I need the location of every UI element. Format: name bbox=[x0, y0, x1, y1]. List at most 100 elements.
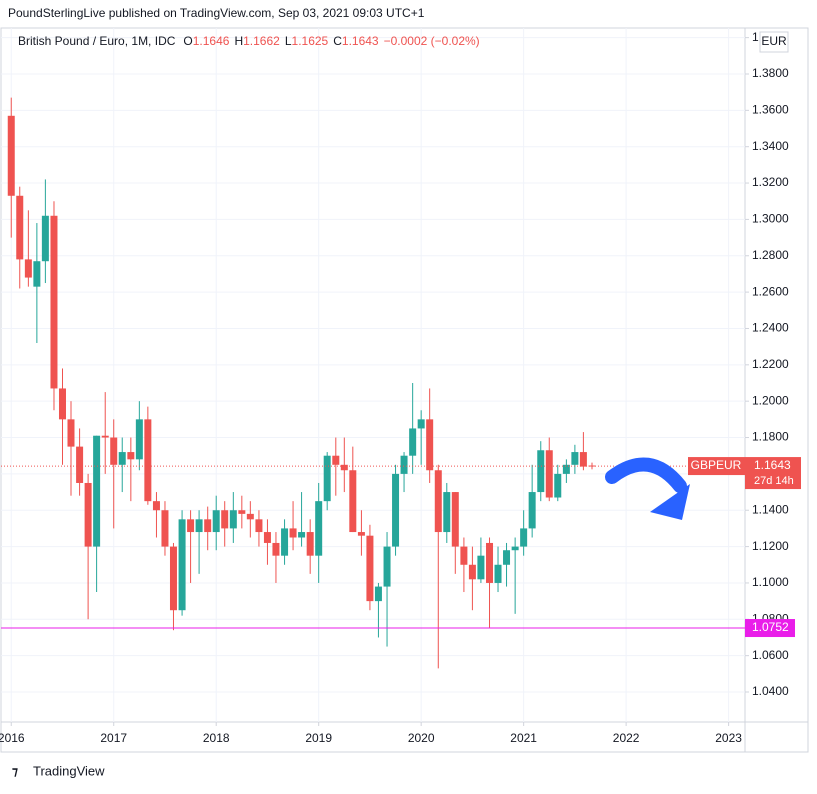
candle-body bbox=[409, 428, 417, 456]
candle-body bbox=[255, 519, 263, 533]
y-tick-label: 1.3200 bbox=[752, 175, 789, 189]
y-tick-label: 1.0600 bbox=[752, 648, 789, 662]
candle-body bbox=[503, 550, 511, 565]
candle-body bbox=[340, 464, 348, 471]
candle-body bbox=[281, 528, 289, 556]
candle-body bbox=[204, 519, 212, 533]
legend-item: 1.1643 bbox=[342, 34, 379, 48]
publisher: PoundSterlingLive published on TradingVi… bbox=[8, 6, 425, 20]
candle-body bbox=[451, 492, 459, 547]
price-label: 1.1643 bbox=[754, 458, 791, 472]
candle-body bbox=[443, 492, 451, 533]
candle-body bbox=[127, 452, 135, 460]
x-tick-label: 2023 bbox=[715, 731, 742, 745]
arrow bbox=[605, 457, 687, 493]
candle-body bbox=[58, 388, 66, 420]
legend-item: 1.1662 bbox=[243, 34, 280, 48]
candle-body bbox=[400, 455, 408, 474]
candle-body bbox=[7, 115, 15, 196]
candle-body bbox=[41, 215, 49, 262]
candle-body bbox=[571, 452, 579, 465]
footer: TradingView bbox=[33, 763, 105, 778]
candle-body bbox=[520, 528, 528, 547]
candle-body bbox=[118, 452, 126, 465]
y-tick-label: 1.3400 bbox=[752, 139, 789, 153]
legend-item: O bbox=[183, 34, 192, 48]
candle-body bbox=[392, 473, 400, 547]
candle-body bbox=[357, 532, 365, 536]
support-label: 1.0752 bbox=[752, 620, 789, 634]
candle-body bbox=[272, 542, 280, 556]
symbol-tag bbox=[688, 457, 745, 476]
candle-body bbox=[101, 435, 109, 438]
candle-body bbox=[468, 564, 476, 580]
candle-body bbox=[562, 464, 570, 474]
candle-body bbox=[212, 510, 220, 533]
x-tick-label: 2016 bbox=[0, 731, 25, 745]
candle-body bbox=[110, 437, 118, 465]
candle-body bbox=[434, 470, 442, 533]
candle-body bbox=[229, 510, 237, 529]
candle-body bbox=[349, 470, 357, 533]
x-tick-label: 2019 bbox=[305, 731, 332, 745]
candle-body bbox=[76, 446, 84, 483]
legend-item: −0.0002 (−0.02%) bbox=[384, 34, 480, 48]
candle-body bbox=[417, 419, 425, 429]
logo: ⁊ bbox=[12, 764, 18, 778]
x-tick-label: 2018 bbox=[203, 731, 230, 745]
y-tick-label: 1.3600 bbox=[752, 103, 789, 117]
candle-body bbox=[588, 465, 596, 467]
candle-body bbox=[511, 546, 519, 551]
candle-body bbox=[332, 455, 340, 465]
y-tick-label: 1.2200 bbox=[752, 357, 789, 371]
y-tick-label: 1.2600 bbox=[752, 284, 789, 298]
currency: EUR bbox=[761, 34, 787, 48]
candle-body bbox=[426, 419, 434, 471]
candle-body bbox=[298, 532, 306, 538]
candle-body bbox=[306, 532, 314, 556]
candle-body bbox=[486, 542, 494, 583]
legend: British Pound / Euro, 1M, IDC O1.1646 H1.1… bbox=[18, 34, 480, 48]
candle-body bbox=[366, 535, 374, 602]
candle-body bbox=[187, 519, 195, 533]
price-tag bbox=[745, 457, 801, 490]
y-tick-label: 1.3800 bbox=[752, 66, 789, 80]
legend-item: British Pound / Euro, 1M, IDC bbox=[18, 34, 176, 48]
legend-item: C bbox=[333, 34, 342, 48]
candle-body bbox=[84, 482, 92, 547]
candle-body bbox=[537, 450, 545, 493]
arrow-head bbox=[650, 484, 690, 520]
legend-item: 1.1625 bbox=[292, 34, 329, 48]
candle-body bbox=[323, 455, 331, 502]
candle-body bbox=[169, 546, 177, 611]
candle-body bbox=[263, 532, 271, 543]
legend-item: L bbox=[285, 34, 292, 48]
candle-body bbox=[67, 419, 75, 447]
y-tick-label: 1.2400 bbox=[752, 321, 789, 335]
currency-box bbox=[759, 31, 789, 53]
y-tick-label: 1.2000 bbox=[752, 393, 789, 407]
candle-body bbox=[50, 215, 58, 389]
y-tick-label: 1.1400 bbox=[752, 502, 789, 516]
candle-body bbox=[221, 510, 229, 529]
candle-body bbox=[238, 510, 246, 514]
candle-body bbox=[315, 501, 323, 556]
candle-body bbox=[579, 452, 587, 467]
candle-body bbox=[33, 261, 41, 287]
candle-body bbox=[152, 501, 160, 511]
y-tick-label: 1.1200 bbox=[752, 539, 789, 553]
candle-body bbox=[144, 419, 152, 502]
candle-body bbox=[178, 519, 186, 611]
candle-body bbox=[195, 519, 203, 533]
x-tick-label: 2020 bbox=[408, 731, 435, 745]
candle-body bbox=[16, 195, 24, 260]
candle-body bbox=[374, 586, 382, 602]
candle-body bbox=[554, 473, 562, 498]
candle-body bbox=[135, 419, 143, 460]
frame bbox=[0, 27, 809, 753]
y-tick-label: 1.1800 bbox=[752, 430, 789, 444]
candle-body bbox=[494, 564, 502, 583]
y-tick-label: 1.0400 bbox=[752, 684, 789, 698]
legend-item: 1.1646 bbox=[193, 34, 230, 48]
candle-body bbox=[161, 510, 169, 547]
